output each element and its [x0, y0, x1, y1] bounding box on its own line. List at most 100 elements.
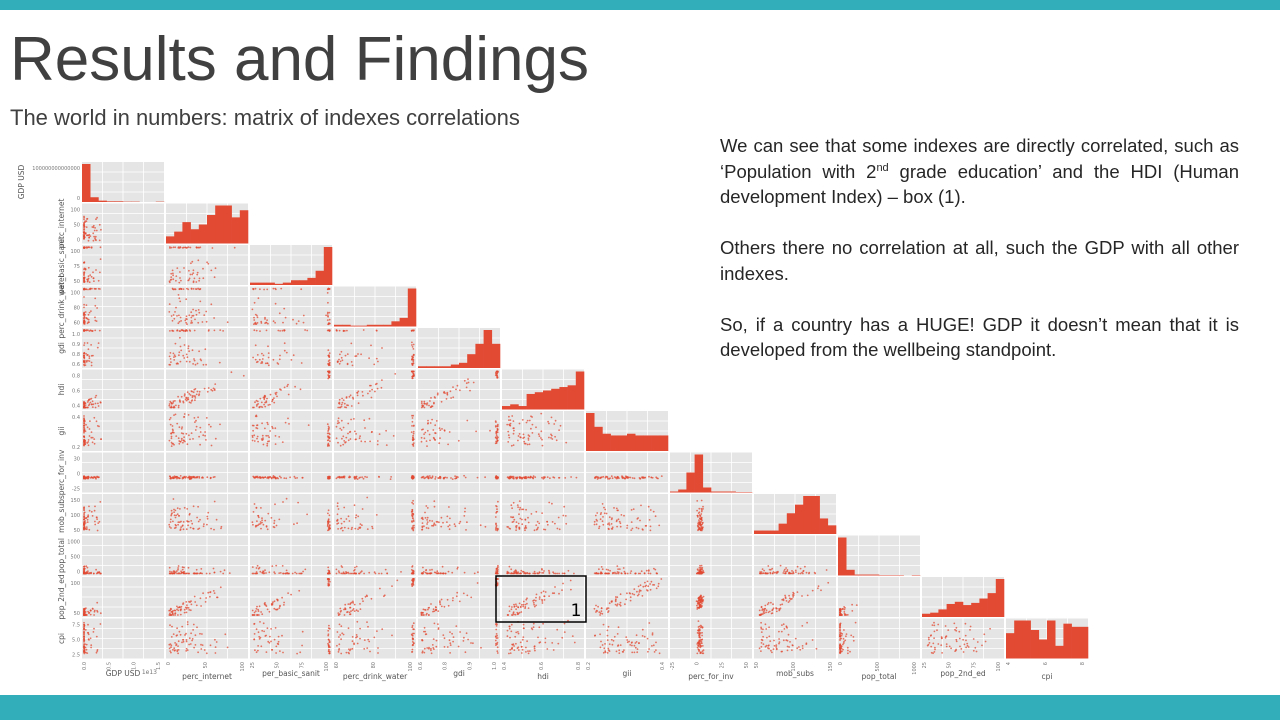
scatter-point [814, 572, 817, 575]
scatter-point [349, 438, 352, 440]
scatter-point [542, 622, 544, 625]
scatter-point [181, 426, 184, 428]
scatter-point [87, 515, 89, 518]
scatter-point [189, 246, 192, 249]
scatter-point [328, 356, 331, 358]
scatter-point [700, 513, 703, 515]
scatter-point [423, 406, 426, 409]
histogram-bar-gii [586, 413, 595, 451]
scatter-point [174, 516, 177, 519]
scatter-point [551, 438, 554, 440]
scatter-point [548, 436, 550, 439]
scatter-point [98, 329, 101, 332]
scatter-point [506, 614, 509, 616]
scatter-point [439, 437, 441, 439]
histogram-bar-per-basic-sanit [299, 280, 308, 285]
scatter-point [558, 528, 561, 531]
scatter-point [209, 644, 212, 647]
scatter-point [638, 591, 641, 593]
scatter-point [262, 523, 265, 526]
scatter-point [92, 271, 94, 274]
scatter-point [94, 227, 96, 229]
scatter-point [601, 644, 604, 646]
scatter-point [380, 386, 383, 389]
scatter-point [326, 525, 329, 527]
scatter-point [172, 314, 175, 316]
scatter-point [186, 323, 188, 326]
scatter-point [410, 329, 413, 332]
scatter-point [181, 524, 184, 527]
scatter-point [412, 442, 415, 444]
scatter-point [173, 317, 176, 320]
scatter-point [256, 476, 259, 479]
scatter-point [431, 520, 434, 522]
scatter-point [779, 564, 782, 567]
scatter-point [256, 524, 258, 527]
scatter-point [89, 235, 92, 237]
scatter-point [554, 435, 556, 438]
scatter-point [512, 612, 515, 615]
scatter-point [528, 435, 531, 438]
scatter-point [792, 591, 795, 594]
scatter-point [760, 606, 763, 609]
scatter-point [424, 511, 426, 514]
scatter-point [440, 516, 443, 519]
scatter-point [639, 572, 642, 575]
scatter-point [546, 648, 549, 650]
scatter-point [343, 614, 346, 616]
scatter-point [90, 510, 93, 513]
scatter-point [631, 477, 634, 479]
scatter-point [371, 430, 373, 433]
scatter-point [434, 524, 437, 526]
scatter-point [783, 568, 786, 571]
scatter-point [168, 609, 171, 612]
scatter-point [170, 513, 173, 516]
scatter-point [411, 370, 413, 373]
scatter-point [698, 523, 700, 525]
scatter-point [760, 572, 762, 575]
scatter-point [465, 632, 468, 635]
scatter-point [802, 569, 805, 572]
scatter-point [99, 572, 102, 575]
scatter-point [698, 528, 701, 531]
scatter-point [96, 650, 99, 652]
scatter-point [98, 520, 101, 523]
scatter-point [265, 651, 268, 653]
scatter-point [188, 476, 191, 479]
scatter-point [327, 377, 330, 380]
scatter-point [337, 360, 339, 363]
scatter-point [843, 611, 846, 613]
scatter-point [431, 524, 433, 527]
scatter-point [170, 401, 173, 404]
scatter-point [99, 623, 102, 625]
scatter-point [448, 639, 451, 642]
scatter-point [758, 614, 761, 616]
slide-title: Results and Findings [10, 25, 589, 94]
scatter-point [253, 440, 256, 442]
histogram-bar-gdi [450, 364, 460, 368]
scatter-point [535, 596, 537, 599]
histogram-bar-mob-subs [811, 496, 820, 534]
scatter-point [326, 292, 329, 294]
scatter-point [168, 404, 171, 407]
scatter-point [700, 518, 702, 521]
scatter-point [93, 287, 96, 290]
scatter-point [606, 475, 608, 478]
scatter-point [603, 512, 606, 515]
scatter-point [278, 475, 281, 478]
histogram-bar-perc-internet [174, 231, 183, 244]
scatter-point [169, 624, 171, 627]
scatter-point [618, 649, 621, 652]
scatter-point [655, 587, 658, 590]
scatter-point [326, 578, 329, 580]
scatter-point [629, 572, 632, 574]
scatter-point [337, 441, 339, 444]
scatter-point [553, 476, 556, 479]
scatter-point [431, 568, 433, 571]
scatter-point [429, 439, 431, 442]
scatter-point [192, 308, 195, 311]
scatter-point [620, 514, 623, 516]
scatter-point [604, 476, 607, 479]
histogram-bar-gdi [442, 366, 452, 368]
scatter-point [340, 638, 342, 641]
